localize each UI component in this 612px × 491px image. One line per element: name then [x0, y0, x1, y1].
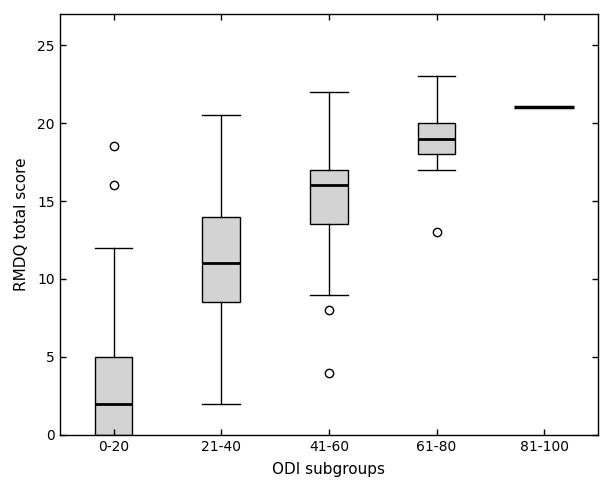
FancyBboxPatch shape: [95, 357, 132, 435]
FancyBboxPatch shape: [203, 217, 240, 302]
FancyBboxPatch shape: [418, 123, 455, 154]
X-axis label: ODI subgroups: ODI subgroups: [272, 462, 386, 477]
Y-axis label: RMDQ total score: RMDQ total score: [14, 158, 29, 291]
FancyBboxPatch shape: [310, 170, 348, 224]
